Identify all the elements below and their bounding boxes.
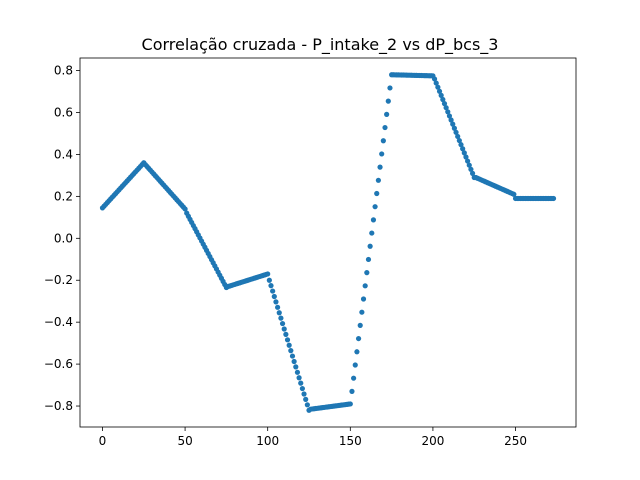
data-point	[461, 150, 467, 156]
data-point	[349, 388, 355, 394]
data-point	[294, 369, 301, 375]
data-point	[289, 353, 296, 359]
data-point	[387, 85, 393, 91]
data-point	[182, 206, 188, 212]
data-point	[463, 154, 469, 160]
data-point	[450, 121, 456, 127]
data-point	[275, 304, 281, 310]
data-point	[284, 337, 291, 343]
data-point	[286, 342, 292, 348]
data-point	[465, 158, 471, 164]
data-point	[380, 138, 386, 144]
data-point	[293, 364, 299, 370]
data-point	[466, 162, 472, 168]
data-point	[266, 277, 272, 283]
data-point	[362, 283, 368, 289]
chart-title: Correlação cruzada - P_intake_2 vs dP_bc…	[142, 35, 499, 55]
y-tick-label: 0.4	[54, 147, 73, 161]
data-point	[384, 111, 390, 117]
data-point	[354, 349, 360, 355]
data-point	[355, 335, 362, 342]
y-tick-label: 0.8	[54, 64, 73, 78]
x-tick-label: 200	[421, 434, 444, 448]
data-point	[377, 164, 383, 170]
data-point	[364, 270, 370, 276]
x-tick-label: 250	[504, 434, 527, 448]
data-point	[288, 348, 294, 354]
data-point	[347, 401, 353, 407]
data-point	[460, 146, 466, 152]
data-point	[291, 358, 297, 365]
plot-frame	[79, 57, 577, 428]
data-point	[431, 76, 438, 82]
y-tick-label: 0.0	[54, 231, 73, 245]
y-tick-label: −0.2	[44, 273, 73, 287]
data-point	[433, 80, 439, 86]
data-point	[360, 296, 367, 302]
data-point	[369, 230, 375, 236]
data-point	[453, 129, 459, 135]
data-point	[273, 299, 279, 305]
y-axis: −0.8 −0.6 −0.4 −0.2 0.0 0.2 0.4 0.6 0.8	[44, 64, 80, 413]
data-point	[298, 380, 304, 386]
data-point	[375, 177, 381, 183]
data-point	[455, 133, 461, 140]
y-tick-label: 0.6	[54, 106, 73, 120]
x-tick-label: 50	[177, 434, 192, 448]
data-point	[440, 96, 446, 103]
data-point	[367, 243, 373, 249]
x-axis: 0 50 100 150 200 250	[99, 427, 527, 448]
data-point	[268, 283, 274, 289]
x-tick-label: 100	[256, 434, 279, 448]
data-point	[296, 375, 302, 381]
data-point	[359, 309, 365, 315]
data-point	[436, 88, 443, 94]
data-point	[511, 191, 517, 197]
data-point	[372, 204, 378, 210]
data-point	[357, 322, 363, 328]
data-point	[301, 391, 307, 397]
y-tick-label: −0.6	[44, 357, 73, 371]
data-point	[469, 170, 476, 176]
data-point	[281, 326, 287, 332]
y-tick-label: −0.8	[44, 399, 73, 413]
data-point	[379, 151, 385, 157]
data-point	[550, 195, 557, 202]
data-point	[299, 385, 305, 392]
data-point	[270, 288, 276, 294]
data-point	[265, 271, 271, 277]
x-tick-label: 150	[339, 434, 362, 448]
data-point	[385, 98, 391, 104]
y-tick-label: 0.2	[54, 189, 73, 203]
scatter-points	[99, 72, 557, 413]
data-point	[365, 256, 372, 263]
data-point	[370, 217, 377, 223]
data-point	[271, 293, 277, 300]
data-point	[352, 362, 358, 368]
data-point	[443, 105, 449, 111]
data-point	[382, 124, 388, 131]
data-point	[278, 315, 284, 321]
data-point	[374, 190, 380, 197]
data-point	[468, 166, 474, 172]
x-tick-label: 0	[99, 434, 107, 448]
data-point	[283, 331, 289, 337]
data-point	[451, 125, 457, 131]
data-point	[435, 84, 441, 90]
data-point	[351, 375, 357, 381]
data-point	[438, 92, 444, 98]
data-point	[445, 109, 451, 115]
data-point	[303, 396, 309, 402]
data-point	[279, 320, 286, 327]
data-point	[456, 137, 462, 144]
data-point	[441, 101, 448, 107]
data-point	[446, 113, 453, 119]
data-point	[458, 142, 464, 148]
y-tick-label: −0.4	[44, 315, 73, 329]
data-point	[448, 117, 454, 123]
data-point	[304, 402, 310, 408]
data-point	[276, 310, 282, 316]
